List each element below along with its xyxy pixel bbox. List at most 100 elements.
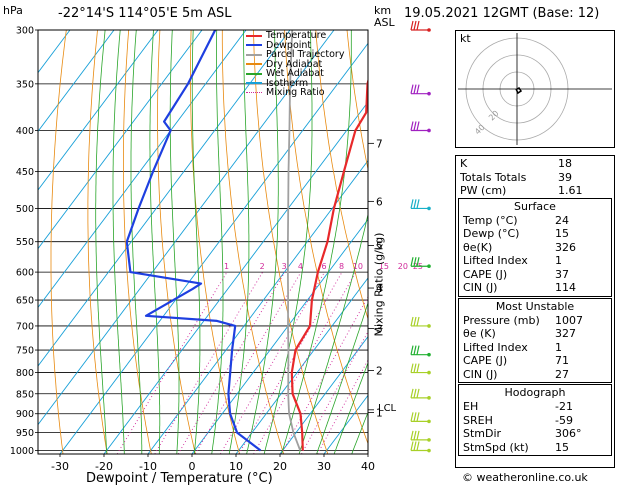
- pressure-tick-label: 900: [16, 409, 34, 420]
- mixing-ratio-line: [154, 271, 263, 454]
- legend-swatch: [246, 82, 262, 85]
- mu-row: Lifted Index 1: [463, 340, 562, 354]
- wet-adiabat-line: [211, 30, 224, 454]
- legend-swatch: [246, 72, 262, 75]
- parcel-trajectory-line: [286, 30, 302, 451]
- temperature-tick-label: -30: [51, 460, 69, 473]
- hodograph-ring-label-1: 20: [487, 109, 501, 123]
- pressure-tick-label: 550: [16, 237, 34, 248]
- temperature-tick-label: 20: [273, 460, 287, 473]
- isotherm-line: [59, 42, 368, 454]
- wind-barb-flag: [416, 388, 420, 398]
- pressure-unit-label: hPa: [3, 4, 23, 17]
- basic-indices: K 18 Totals Totals 39 PW (cm) 1.61: [456, 156, 614, 198]
- legend-label: Temperature: [266, 30, 327, 41]
- mixing-ratio-label: 1: [224, 262, 229, 271]
- wet-adiabat-line: [191, 30, 201, 454]
- wind-barb-dot: [427, 206, 431, 211]
- wind-barb-flag: [416, 84, 420, 94]
- wind-barb-dot: [427, 448, 431, 453]
- surface-title: Surface: [514, 199, 556, 213]
- isotherm-line: [38, 30, 291, 367]
- wind-barb-flag: [413, 388, 417, 398]
- legend-label: Mixing Ratio: [266, 87, 325, 98]
- surface-row: θe(K) 326: [463, 240, 576, 254]
- hodo-row: SREH -59: [463, 413, 573, 427]
- wind-barb-flag: [413, 412, 417, 422]
- mixing-ratio-line: [253, 271, 357, 454]
- mixing-ratio-line: [177, 271, 286, 454]
- wind-barb-flag: [416, 345, 420, 355]
- isotherm-line: [38, 30, 159, 191]
- dry-adiabat-line: [253, 30, 329, 454]
- dewpoint-line: [125, 30, 262, 452]
- temperature-tick-label: 40: [361, 460, 375, 473]
- pressure-tick-label: 750: [16, 346, 34, 357]
- pressure-tick-label: 500: [16, 204, 34, 215]
- mixing-ratio-axis-label: Mixing Ratio (g/kg): [372, 232, 386, 337]
- dry-adiabat-line: [346, 30, 368, 172]
- mixing-ratio-line: [301, 330, 368, 454]
- hodograph-ring-label-2: 40: [473, 123, 487, 137]
- hodograph-table-title: Hodograph: [504, 386, 566, 399]
- wind-barb-flag: [410, 345, 414, 355]
- legend-item: Dry Adiabat: [246, 58, 344, 70]
- dry-adiabat-line: [284, 30, 368, 445]
- wind-barb-flag: [416, 257, 420, 267]
- wet-adiabat-line: [246, 30, 279, 454]
- legend-item: Mixing Ratio: [246, 88, 344, 98]
- legend-swatch: [246, 92, 262, 94]
- height-unit-asl: ASL: [374, 16, 395, 29]
- wind-barb-flag: [416, 412, 420, 422]
- pressure-tick-label: 450: [16, 167, 34, 178]
- wind-barb-dot: [427, 396, 431, 400]
- mixing-ratio-label: 15: [379, 262, 389, 271]
- legend-item: Wet Adiabat: [246, 69, 344, 79]
- km-tick-label: 1: [376, 408, 383, 420]
- legend-label: Parcel Trajectory: [266, 49, 345, 60]
- legend-label: Dry Adiabat: [266, 58, 323, 70]
- pressure-tick-label: 650: [16, 296, 34, 307]
- wind-barb-dot: [427, 128, 431, 133]
- dry-adiabat-line: [123, 30, 152, 454]
- legend-swatch: [246, 63, 262, 66]
- pressure-tick-label: 850: [16, 389, 34, 400]
- index-row-k: K 18: [460, 157, 572, 170]
- isotherm-line: [147, 159, 368, 454]
- surface-section: Surface Temp (°C) 24 Dewp (°C) 15 θe(K) 326…: [458, 197, 612, 297]
- most-unstable-title: Most Unstable: [495, 299, 575, 313]
- mu-row: CIN (J) 27: [463, 367, 569, 381]
- legend-swatch: [246, 44, 262, 47]
- temperature-line: [290, 77, 368, 451]
- indices-panel: K 18 Totals Totals 39 PW (cm) 1.61 Surface …: [455, 155, 615, 468]
- mixing-ratio-line: [280, 295, 368, 454]
- isotherm-line: [38, 30, 203, 250]
- wind-barb-flag: [410, 430, 414, 441]
- wind-barb-flag: [416, 316, 420, 327]
- wind-barb-flag: [410, 363, 414, 373]
- wind-barb-flag: [410, 257, 414, 267]
- hodograph-trace: [515, 87, 523, 95]
- wind-barb-dot: [427, 91, 431, 96]
- isotherm-line: [38, 30, 247, 309]
- legend-item: Parcel Trajectory: [246, 50, 344, 60]
- hodo-row: StmSpd (kt) 15: [463, 440, 569, 454]
- wind-barb-dot: [427, 324, 431, 328]
- pressure-tick-label: 600: [16, 268, 34, 279]
- hodograph-panel: kt 20 40: [455, 30, 615, 148]
- isotherm-line: [38, 30, 115, 133]
- index-row-totals: Totals Totals 39: [460, 170, 572, 184]
- temperature-tick-label: -10: [139, 460, 157, 473]
- hodo-row: EH -21: [463, 400, 573, 413]
- wind-barb-flag: [413, 199, 417, 209]
- legend-swatch: [246, 53, 262, 56]
- isotherm-line: [279, 335, 368, 454]
- wind-barb-flag: [410, 316, 414, 327]
- mixing-ratio-line: [116, 271, 228, 454]
- isotherm-line: [103, 101, 368, 454]
- wind-barb-flag: [413, 345, 417, 355]
- wind-barb-flag: [413, 363, 417, 373]
- datetime-label: 19.05.2021 12GMT (Base: 12): [404, 6, 600, 21]
- location-title: -22°14'S 114°05'E 5m ASL: [58, 6, 232, 21]
- legend-item: Isotherm: [246, 78, 344, 89]
